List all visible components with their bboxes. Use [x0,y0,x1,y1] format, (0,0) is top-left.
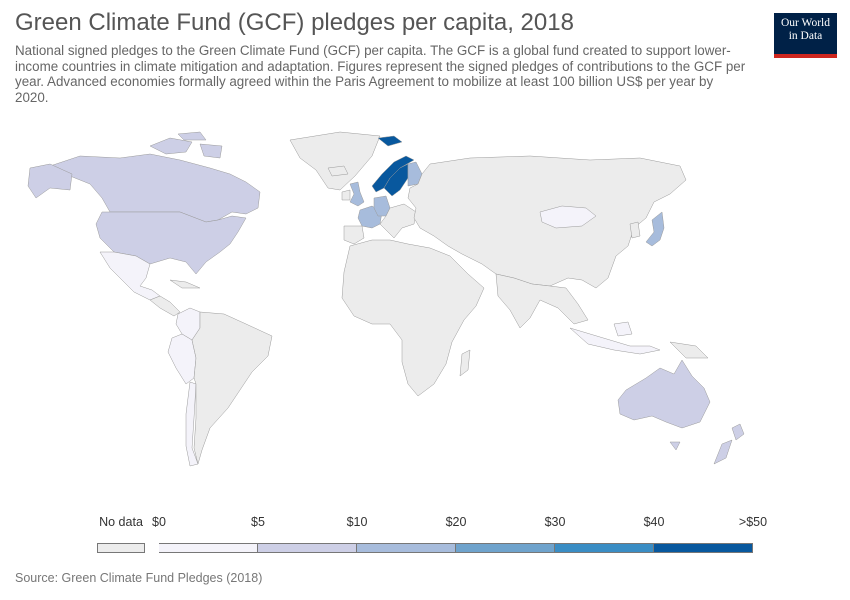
region-korea[interactable] [629,221,641,239]
legend-tick-0: $0 [152,515,166,529]
region-new-zealand[interactable] [713,423,745,465]
region-mexico[interactable] [99,251,161,301]
legend-tick-50-plus: >$50 [738,515,768,529]
legend-swatch-no-data[interactable] [97,543,145,553]
legend-swatch-0-5[interactable] [159,543,258,553]
region-peru[interactable] [167,333,197,385]
region-alaska[interactable] [27,163,73,199]
legend-swatch-20-30[interactable] [456,543,555,553]
legend-swatch-30-40[interactable] [555,543,654,553]
chart-subtitle: National signed pledges to the Green Cli… [15,43,746,105]
region-mongolia[interactable] [539,205,597,229]
region-iberia[interactable] [343,225,365,245]
legend-tick-10: $10 [346,515,368,529]
legend-swatch-40-50[interactable] [654,543,753,553]
region-canada[interactable] [49,131,261,223]
legend-tick-30: $30 [544,515,566,529]
region-africa-middle-east[interactable] [341,239,485,397]
region-australia[interactable] [617,359,711,451]
region-central-america[interactable] [149,295,181,317]
logo-line-1: Our World [780,17,830,29]
chart-title: Green Climate Fund (GCF) pledges per cap… [15,9,574,36]
region-caribbean[interactable] [169,279,201,289]
region-papua-new-guinea[interactable] [669,341,709,359]
legend-tick-5: $5 [251,515,265,529]
region-japan[interactable] [645,211,665,247]
region-svalbard[interactable] [377,135,403,147]
source-note[interactable]: Source: Green Climate Fund Pledges (2018… [15,571,263,585]
region-ireland[interactable] [341,189,351,201]
logo-line-2: in Data [788,30,823,42]
region-madagascar[interactable] [459,349,471,377]
legend-swatch-10-20[interactable] [357,543,456,553]
region-iceland[interactable] [327,165,349,177]
region-greenland[interactable] [289,131,381,191]
region-south-asia[interactable] [495,273,589,329]
legend-tick-20: $20 [445,515,467,529]
region-norway[interactable] [371,155,415,193]
region-south-america[interactable] [191,311,273,465]
legend-swatch-5-10[interactable] [258,543,357,553]
region-united-kingdom[interactable] [349,181,365,207]
owid-logo[interactable]: Our World in Data [774,13,837,58]
legend-tick-40: $40 [643,515,665,529]
world-map [27,131,745,467]
legend-no-data-label: No data [99,515,143,529]
legend: No data $0 $5 $10 $20 $30 $40 >$50 [0,510,850,560]
region-indonesia[interactable] [569,321,661,355]
